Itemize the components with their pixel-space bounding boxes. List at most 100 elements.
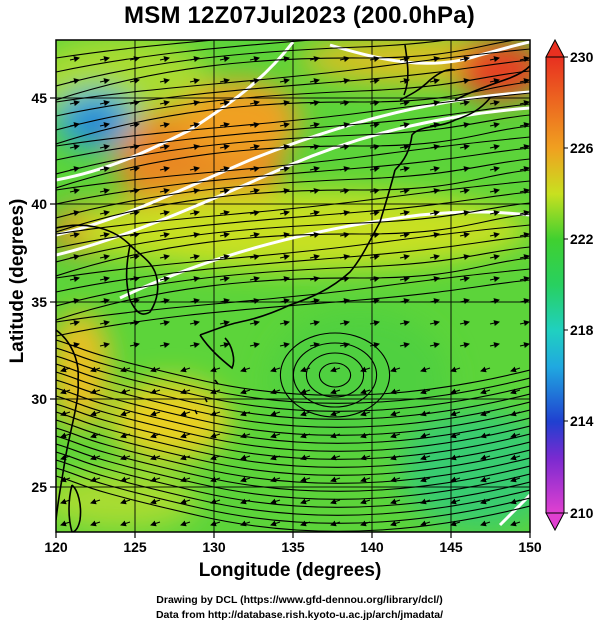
wind-arrow bbox=[519, 342, 530, 349]
colorbar-tick-label: 222 bbox=[570, 231, 594, 247]
wind-arrow bbox=[249, 144, 260, 151]
wind-arrow bbox=[99, 254, 110, 261]
wind-arrow bbox=[189, 166, 200, 173]
wind-arrow bbox=[210, 388, 221, 395]
wind-arrow bbox=[339, 342, 350, 349]
wind-arrow bbox=[360, 454, 371, 461]
wind-arrow bbox=[99, 232, 110, 239]
wind-arrow bbox=[129, 56, 140, 63]
eddy-streamline bbox=[279, 332, 391, 418]
wind-arrow bbox=[99, 100, 110, 107]
wind-arrow bbox=[399, 232, 410, 239]
wind-arrow bbox=[429, 320, 440, 327]
wind-arrow bbox=[339, 232, 350, 239]
wind-arrow bbox=[120, 520, 131, 527]
streamline bbox=[56, 40, 451, 87]
wind-arrow bbox=[249, 122, 260, 129]
wind-arrow bbox=[420, 432, 431, 439]
wind-arrow bbox=[240, 454, 251, 461]
wind-arrow bbox=[390, 454, 401, 461]
wind-arrow bbox=[219, 342, 230, 349]
y-tick-label: 25 bbox=[31, 479, 47, 495]
wind-arrow bbox=[120, 454, 131, 461]
wind-arrow bbox=[69, 320, 80, 327]
colorbar-tick-label: 230 bbox=[570, 49, 594, 65]
x-tick-label: 125 bbox=[123, 539, 147, 555]
wind-arrow bbox=[219, 78, 230, 85]
wind-arrow bbox=[90, 410, 101, 417]
wind-arrow bbox=[420, 476, 431, 483]
wind-arrow bbox=[459, 320, 470, 327]
wind-arrow bbox=[60, 366, 71, 373]
wind-arrow bbox=[369, 100, 380, 107]
wind-arrow bbox=[180, 388, 191, 395]
eddy-streamline bbox=[318, 362, 352, 388]
wind-arrow bbox=[129, 232, 140, 239]
wind-arrow bbox=[159, 166, 170, 173]
wind-arrow bbox=[480, 410, 491, 417]
streamline bbox=[56, 158, 530, 219]
wind-arrow bbox=[459, 144, 470, 151]
wind-arrow bbox=[210, 498, 221, 505]
wind-arrow bbox=[279, 144, 290, 151]
wind-arrow bbox=[69, 78, 80, 85]
wind-arrow bbox=[210, 410, 221, 417]
wind-arrow bbox=[330, 476, 341, 483]
wind-arrow bbox=[429, 276, 440, 283]
wind-arrow bbox=[219, 144, 230, 151]
wind-arrow bbox=[339, 210, 350, 217]
wind-arrow bbox=[240, 388, 251, 395]
wind-arrow bbox=[300, 476, 311, 483]
wind-arrow bbox=[429, 232, 440, 239]
wind-arrow bbox=[69, 210, 80, 217]
wind-arrow bbox=[189, 342, 200, 349]
wind-arrow bbox=[360, 520, 371, 527]
streamline bbox=[56, 467, 530, 524]
wind-arrow bbox=[489, 342, 500, 349]
wind-arrow bbox=[480, 366, 491, 373]
wind-arrow bbox=[369, 232, 380, 239]
streamline bbox=[56, 363, 530, 420]
wind-arrow bbox=[459, 100, 470, 107]
wind-arrow bbox=[129, 276, 140, 283]
coastlines bbox=[56, 44, 530, 532]
wind-arrow bbox=[489, 122, 500, 129]
wind-arrow bbox=[240, 476, 251, 483]
wind-arrow bbox=[519, 232, 530, 239]
wind-arrow bbox=[249, 298, 260, 305]
x-tick-label: 130 bbox=[202, 539, 226, 555]
colorbar-tick-label: 218 bbox=[570, 322, 594, 338]
wind-arrow bbox=[300, 366, 311, 373]
wind-arrow bbox=[249, 320, 260, 327]
streamline bbox=[56, 224, 530, 279]
wind-arrow bbox=[99, 122, 110, 129]
wind-arrow bbox=[120, 498, 131, 505]
wind-arrow bbox=[369, 320, 380, 327]
wind-arrow bbox=[390, 366, 401, 373]
wind-arrow bbox=[309, 144, 320, 151]
wind-arrow bbox=[180, 498, 191, 505]
wind-arrow bbox=[339, 78, 350, 85]
wind-arrow bbox=[159, 100, 170, 107]
wind-arrow bbox=[300, 432, 311, 439]
wind-arrow bbox=[339, 144, 350, 151]
wind-arrow bbox=[480, 388, 491, 395]
wind-arrow bbox=[219, 188, 230, 195]
wind-arrow bbox=[90, 366, 101, 373]
wind-arrow bbox=[180, 520, 191, 527]
wind-arrow bbox=[300, 388, 311, 395]
wind-arrow bbox=[459, 298, 470, 305]
colorbar: 210 214 218 222 226 230 bbox=[545, 38, 594, 532]
x-axis-title: Longitude (degrees) bbox=[198, 560, 382, 581]
wind-arrow bbox=[519, 298, 530, 305]
wind-arrow bbox=[99, 342, 110, 349]
wind-arrow bbox=[69, 188, 80, 195]
streamline bbox=[56, 371, 530, 428]
wind-arrow bbox=[150, 476, 161, 483]
streamline bbox=[56, 443, 530, 500]
streamline bbox=[56, 114, 530, 175]
wind-arrow bbox=[240, 520, 251, 527]
wind-arrow bbox=[429, 254, 440, 261]
wind-arrow bbox=[159, 56, 170, 63]
streamline bbox=[56, 202, 530, 263]
